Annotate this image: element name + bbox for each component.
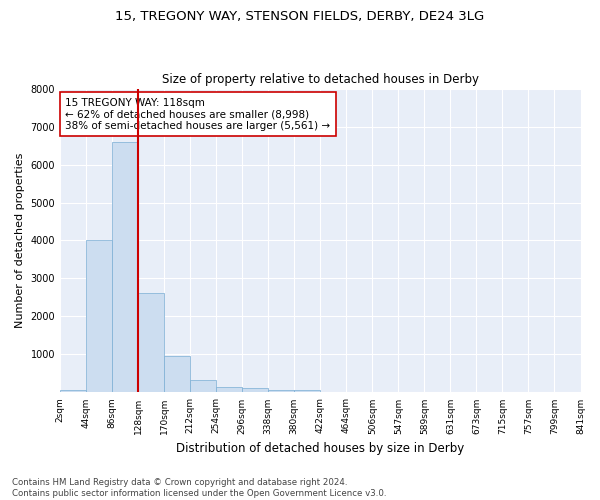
Bar [86, 240, 112, 392]
Text: 15 TREGONY WAY: 118sqm
← 62% of detached houses are smaller (8,998)
38% of semi-: 15 TREGONY WAY: 118sqm ← 62% of detached… [65, 98, 331, 131]
Bar [190, 380, 216, 392]
Bar [216, 388, 242, 392]
Bar [164, 356, 190, 393]
Bar [242, 388, 268, 392]
Y-axis label: Number of detached properties: Number of detached properties [15, 153, 25, 328]
Text: Contains HM Land Registry data © Crown copyright and database right 2024.
Contai: Contains HM Land Registry data © Crown c… [12, 478, 386, 498]
Bar [138, 293, 164, 392]
Bar [112, 142, 138, 392]
Bar [294, 390, 320, 392]
X-axis label: Distribution of detached houses by size in Derby: Distribution of detached houses by size … [176, 442, 464, 455]
Bar [268, 390, 294, 392]
Title: Size of property relative to detached houses in Derby: Size of property relative to detached ho… [162, 73, 479, 86]
Bar [60, 390, 86, 392]
Text: 15, TREGONY WAY, STENSON FIELDS, DERBY, DE24 3LG: 15, TREGONY WAY, STENSON FIELDS, DERBY, … [115, 10, 485, 23]
